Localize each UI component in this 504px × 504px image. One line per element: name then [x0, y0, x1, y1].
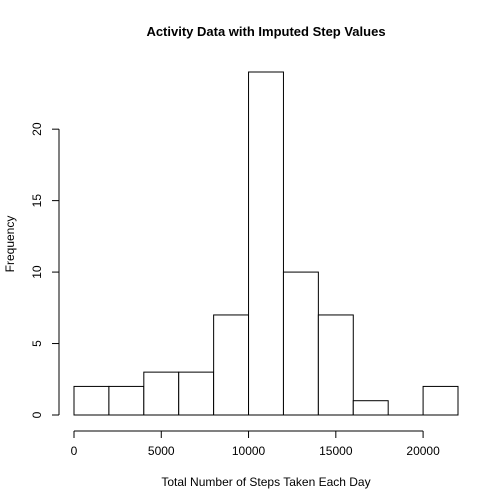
- y-tick-label: 20: [30, 122, 44, 136]
- histogram-bar: [213, 314, 250, 416]
- x-tick-label: 5000: [148, 444, 175, 458]
- histogram-bar: [282, 271, 319, 416]
- histogram-bar: [422, 385, 459, 416]
- histogram-bar: [317, 314, 354, 416]
- y-axis-label: Frequency: [3, 216, 17, 273]
- x-tick-label: 0: [71, 444, 78, 458]
- x-axis: 0 5000 10000 15000 20000: [71, 430, 440, 458]
- y-tick-label: 5: [30, 340, 44, 347]
- y-axis: 0 5 10 15 20: [30, 122, 60, 418]
- x-tick-label: 15000: [319, 444, 353, 458]
- x-tick-label: 20000: [406, 444, 440, 458]
- chart-title: Activity Data with Imputed Step Values: [146, 24, 385, 39]
- histogram-bar: [108, 385, 145, 416]
- histogram-bar: [178, 371, 215, 416]
- histogram-bar: [352, 400, 389, 416]
- histogram-bar: [248, 71, 284, 416]
- x-axis-label: Total Number of Steps Taken Each Day: [161, 475, 370, 489]
- y-tick-label: 15: [30, 194, 44, 208]
- bars-group: [73, 71, 459, 416]
- histogram-bar: [143, 371, 180, 416]
- y-tick-label: 0: [30, 411, 44, 418]
- x-tick-label: 10000: [232, 444, 266, 458]
- y-tick-label: 10: [30, 265, 44, 279]
- histogram-bar: [73, 385, 110, 416]
